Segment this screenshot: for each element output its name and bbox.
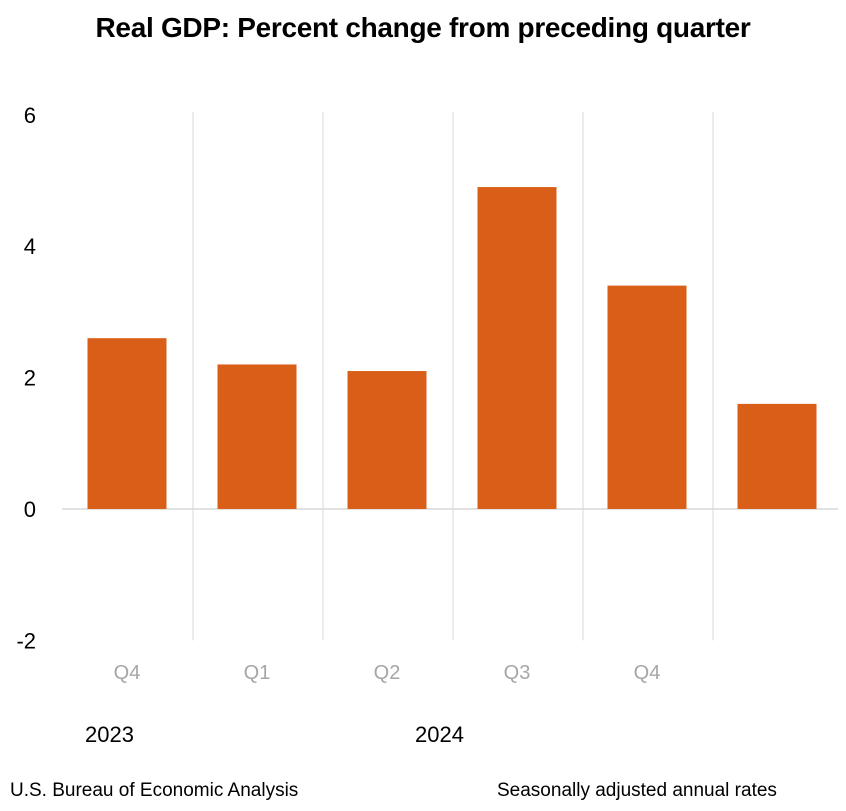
y-axis-ticks: -2 0 2 4 6 bbox=[16, 103, 36, 654]
note-label: Seasonally adjusted annual rates bbox=[497, 780, 777, 801]
bar bbox=[347, 371, 427, 509]
x-axis-ticks: Q4 Q1 Q2 Q3 Q4 bbox=[114, 662, 661, 684]
gridlines bbox=[62, 111, 838, 641]
year-label: 2023 bbox=[85, 722, 134, 747]
y-tick-label: -2 bbox=[16, 628, 36, 653]
bar bbox=[477, 187, 557, 509]
x-tick-label: Q4 bbox=[634, 662, 661, 684]
bars bbox=[87, 187, 817, 509]
x-tick-label: Q2 bbox=[374, 662, 401, 684]
year-labels: 2023 2024 bbox=[85, 722, 464, 747]
x-tick-label: Q3 bbox=[504, 662, 531, 684]
y-tick-label: 2 bbox=[24, 366, 36, 391]
bar bbox=[87, 338, 167, 509]
bar bbox=[607, 285, 687, 509]
x-tick-label: Q1 bbox=[244, 662, 271, 684]
bar bbox=[737, 403, 817, 509]
x-tick-label: Q4 bbox=[114, 662, 141, 684]
y-tick-label: 4 bbox=[24, 234, 36, 259]
y-tick-label: 6 bbox=[24, 103, 36, 128]
y-tick-label: 0 bbox=[24, 497, 36, 522]
chart-title: Real GDP: Percent change from preceding … bbox=[95, 12, 751, 43]
bar bbox=[217, 364, 297, 509]
year-label: 2024 bbox=[415, 722, 464, 747]
source-label: U.S. Bureau of Economic Analysis bbox=[10, 780, 299, 801]
